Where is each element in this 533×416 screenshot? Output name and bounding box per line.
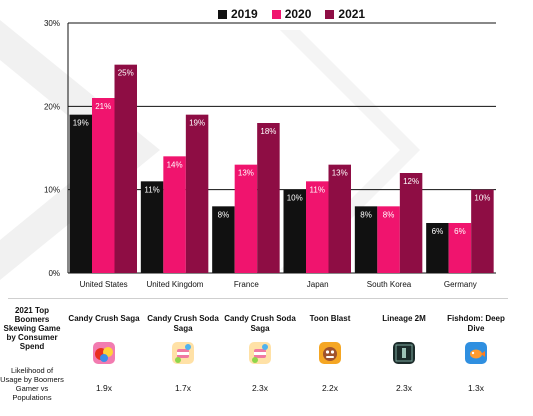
bar-data-label: 12% [403, 177, 419, 186]
bar [212, 206, 235, 273]
bar-data-label: 13% [238, 169, 254, 178]
bar-data-label: 18% [260, 127, 276, 136]
game-name: Candy Crush Saga [68, 314, 140, 323]
bar [114, 64, 137, 274]
bar [69, 114, 92, 274]
y-tick-label: 10% [44, 186, 60, 195]
x-tick-label: Germany [444, 280, 477, 289]
lineage-2m-icon [393, 342, 415, 364]
bar-data-label: 11% [144, 185, 159, 194]
legend-swatch-2020 [271, 9, 281, 19]
bar-data-label: 19% [73, 119, 89, 128]
bar [306, 181, 329, 273]
bar [185, 114, 209, 274]
bar [354, 206, 378, 273]
y-tick-label: 20% [44, 102, 60, 111]
legend-label-2019: 2019 [231, 7, 258, 21]
row-label-likelihood: Likelihood of Usage by Boomers Gamer vs … [0, 366, 64, 402]
game-multiplier: 2.3x [251, 383, 269, 393]
bar-data-label: 10% [287, 194, 303, 203]
bar-data-label: 8% [360, 210, 372, 219]
background-chevron-watermark [0, 20, 420, 280]
legend-item-2019: 2019 [218, 7, 258, 21]
candy-crush-soda-saga-icon [172, 342, 194, 364]
bar [234, 164, 258, 273]
bar [377, 206, 400, 273]
bar-data-label: 14% [167, 160, 183, 169]
bar [448, 223, 472, 273]
bar-chart: 0% 10% 20% 30% 19% 21% 25% United States 11% 14% 1… [44, 19, 496, 289]
fishdom-icon [465, 342, 487, 364]
bar [92, 98, 115, 273]
bar-data-label: 10% [474, 194, 490, 203]
bar-data-label: 19% [189, 119, 205, 128]
bar-data-label: 6% [454, 227, 466, 236]
row-label-top-game: 2021 Top Boomers Skewing Game by Consume… [3, 306, 61, 351]
bar [283, 189, 306, 273]
game-multiplier: 2.2x [321, 383, 339, 393]
chart-legend: 2019 2020 2021 [218, 7, 365, 21]
bar-data-label: 8% [218, 210, 230, 219]
bar [426, 223, 449, 273]
game-multiplier: 1.3x [467, 383, 485, 393]
bar [257, 123, 280, 273]
bar [163, 156, 186, 273]
candy-crush-soda-saga-icon [249, 342, 271, 364]
bar [399, 173, 423, 273]
legend-item-2020: 2020 [271, 7, 312, 21]
bar [471, 189, 494, 273]
bar-data-label: 13% [332, 169, 348, 178]
legend-label-2020: 2020 [284, 7, 312, 21]
game-multiplier: 1.9x [95, 383, 113, 393]
game-name: Lineage 2M [382, 314, 426, 323]
x-tick-label: Japan [307, 280, 329, 289]
legend-item-2021: 2021 [325, 7, 365, 21]
legend-swatch-2021 [325, 9, 335, 19]
game-name: Toon Blast [309, 314, 351, 323]
legend-swatch-2019 [218, 9, 227, 19]
game-name: Candy Crush Soda Saga [224, 314, 296, 333]
bar [140, 181, 164, 273]
divider [8, 298, 508, 299]
x-tick-label: United States [80, 280, 128, 289]
bar [328, 164, 351, 273]
y-tick-label: 0% [48, 269, 60, 278]
game-name: Fishdom: Deep Dive [447, 314, 505, 333]
game-multiplier: 1.7x [174, 383, 192, 393]
bar-data-label: 11% [310, 185, 325, 194]
x-tick-label: South Korea [367, 280, 412, 289]
y-tick-label: 30% [44, 19, 60, 28]
legend-label-2021: 2021 [338, 7, 366, 21]
game-multiplier: 2.3x [395, 383, 413, 393]
x-tick-label: France [234, 280, 259, 289]
bar-data-label: 8% [383, 210, 395, 219]
bar-data-label: 6% [432, 227, 444, 236]
game-name: Candy Crush Soda Saga [147, 314, 219, 333]
candy-crush-saga-icon [93, 342, 115, 364]
toon-blast-icon [319, 342, 341, 364]
bar-data-label: 25% [118, 69, 134, 78]
bar-data-label: 21% [95, 102, 111, 111]
x-tick-label: United Kingdom [147, 280, 204, 289]
